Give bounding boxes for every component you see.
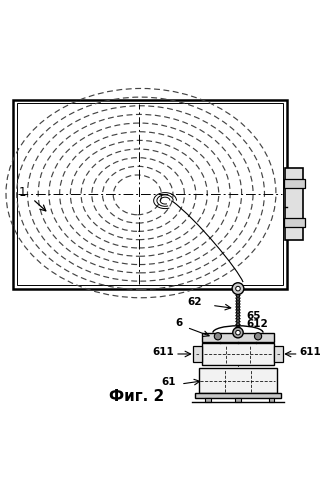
- Text: 61: 61: [161, 377, 176, 387]
- Circle shape: [236, 330, 240, 335]
- Ellipse shape: [236, 303, 240, 305]
- Ellipse shape: [236, 302, 240, 303]
- Ellipse shape: [236, 324, 240, 325]
- Text: 611: 611: [299, 347, 321, 357]
- Ellipse shape: [236, 311, 240, 312]
- Ellipse shape: [236, 322, 240, 324]
- Text: 611: 611: [152, 347, 174, 357]
- Ellipse shape: [236, 325, 240, 327]
- Bar: [284, 180, 305, 188]
- Text: 62: 62: [187, 297, 202, 307]
- Bar: [193, 346, 202, 362]
- Ellipse shape: [236, 296, 240, 297]
- Circle shape: [255, 333, 262, 340]
- Ellipse shape: [236, 306, 240, 307]
- Ellipse shape: [236, 305, 240, 306]
- Text: 6: 6: [175, 318, 183, 328]
- Ellipse shape: [236, 327, 240, 328]
- Ellipse shape: [236, 309, 240, 310]
- Ellipse shape: [236, 300, 240, 302]
- Text: 612: 612: [246, 319, 268, 329]
- Text: 65: 65: [246, 311, 260, 321]
- Circle shape: [233, 327, 243, 338]
- Ellipse shape: [236, 330, 240, 331]
- Bar: [13, 99, 287, 288]
- Ellipse shape: [236, 312, 240, 313]
- Ellipse shape: [236, 297, 240, 299]
- Bar: [199, 368, 277, 393]
- Ellipse shape: [236, 308, 240, 309]
- Ellipse shape: [236, 294, 240, 296]
- Bar: [235, 398, 241, 402]
- Bar: [269, 398, 274, 402]
- Ellipse shape: [236, 318, 240, 319]
- Ellipse shape: [236, 319, 240, 321]
- Ellipse shape: [236, 331, 240, 332]
- Bar: [202, 333, 274, 342]
- Bar: [285, 168, 303, 240]
- Text: 1: 1: [19, 186, 27, 199]
- Ellipse shape: [236, 328, 240, 329]
- Ellipse shape: [236, 316, 240, 318]
- Ellipse shape: [236, 299, 240, 300]
- Bar: [274, 346, 283, 362]
- Text: Фиг. 2: Фиг. 2: [109, 389, 165, 404]
- Bar: [202, 343, 274, 365]
- Ellipse shape: [236, 314, 240, 315]
- Circle shape: [214, 333, 221, 340]
- Bar: [205, 398, 211, 402]
- Ellipse shape: [236, 321, 240, 322]
- Circle shape: [232, 283, 244, 294]
- Bar: [284, 218, 305, 227]
- Circle shape: [236, 286, 240, 291]
- Bar: [17, 103, 283, 285]
- Ellipse shape: [236, 315, 240, 316]
- Bar: [195, 393, 281, 398]
